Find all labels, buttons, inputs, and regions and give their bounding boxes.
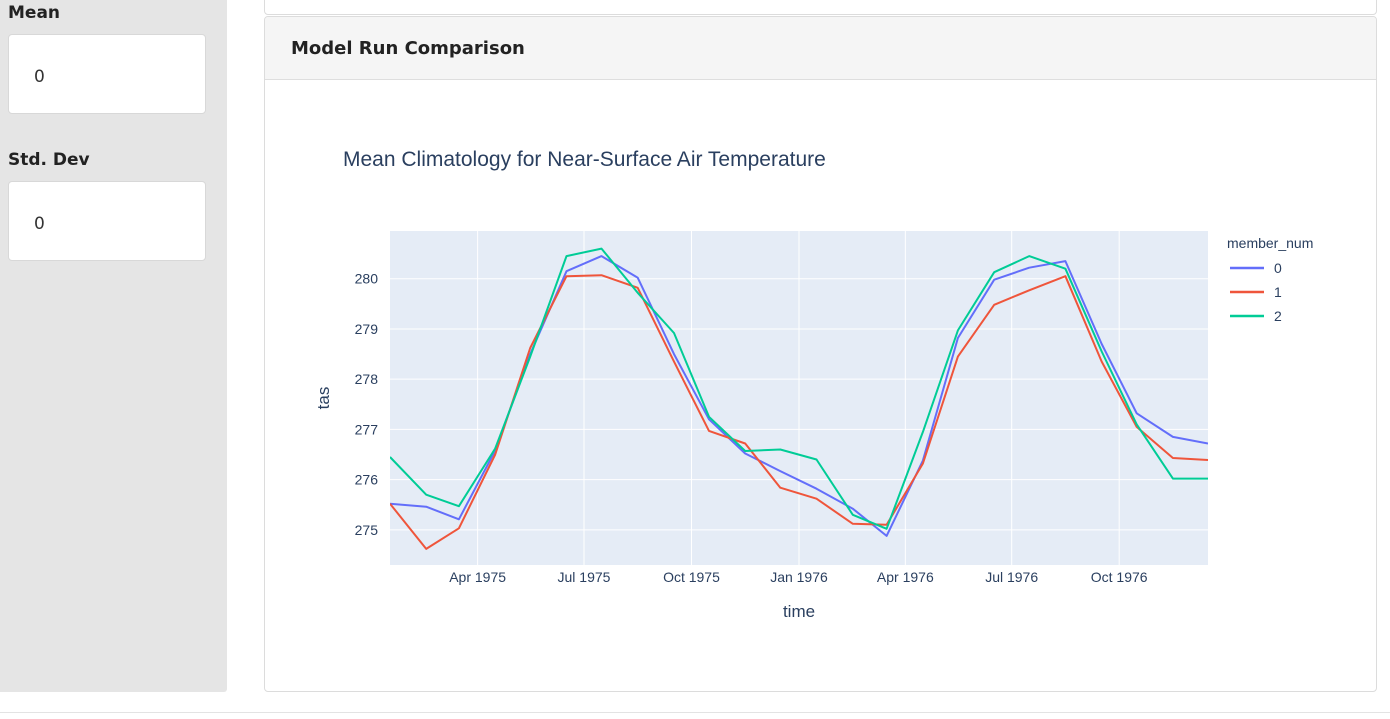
series-lines [390,247,1208,550]
std-dev-value: 0 [34,214,45,234]
x-axis-label: time [783,602,815,621]
mean-value: 0 [34,67,45,87]
card-header: Model Run Comparison [265,17,1376,80]
chart-title: Mean Climatology for Near-Surface Air Te… [343,148,826,171]
y-tick-label: 280 [355,271,379,287]
x-tick-label: Apr 1975 [449,569,506,585]
legend-item-0[interactable]: 0 [1230,260,1282,276]
mean-value-box: 0 [8,34,206,114]
x-tick-label: Oct 1976 [1091,569,1148,585]
footer-divider [0,712,1390,713]
y-tick-label: 278 [355,371,379,387]
y-tick-label: 275 [355,522,379,538]
y-tick-label: 277 [355,421,379,437]
series-line-1[interactable] [390,274,1208,550]
x-axis-ticks: Apr 1975 Jul 1975 Oct 1975 Jan 1976 Apr 1976… [449,569,1148,585]
x-tick-label: Jul 1976 [985,569,1038,585]
sidebar: Mean 0 Std. Dev 0 [0,0,227,692]
legend-title: member_num [1227,235,1313,251]
x-tick-label: Apr 1976 [877,569,934,585]
y-axis-ticks: 275 276 277 278 279 280 [355,271,379,538]
std-dev-value-box: 0 [8,181,206,261]
legend-label: 0 [1274,260,1282,276]
legend-label: 2 [1274,308,1282,324]
legend-label: 1 [1274,284,1282,300]
card-title: Model Run Comparison [291,38,525,59]
std-dev-label: Std. Dev [8,150,90,170]
y-tick-label: 279 [355,321,379,337]
model-run-comparison-card: Model Run Comparison Apr 1975 Jul 1975 Oct… [264,16,1377,692]
mean-label: Mean [8,3,61,23]
x-tick-label: Oct 1975 [663,569,720,585]
x-tick-label: Jul 1975 [558,569,611,585]
x-tick-label: Jan 1976 [770,569,828,585]
y-tick-label: 276 [355,472,379,488]
series-line-2[interactable] [390,247,1208,530]
legend[interactable]: member_num 0 1 2 [1227,235,1313,324]
y-axis-label: tas [314,387,333,410]
climatology-chart[interactable]: Apr 1975 Jul 1975 Oct 1975 Jan 1976 Apr 1976… [265,79,1376,691]
previous-card [264,0,1377,15]
legend-item-1[interactable]: 1 [1230,284,1282,300]
legend-item-2[interactable]: 2 [1230,308,1282,324]
